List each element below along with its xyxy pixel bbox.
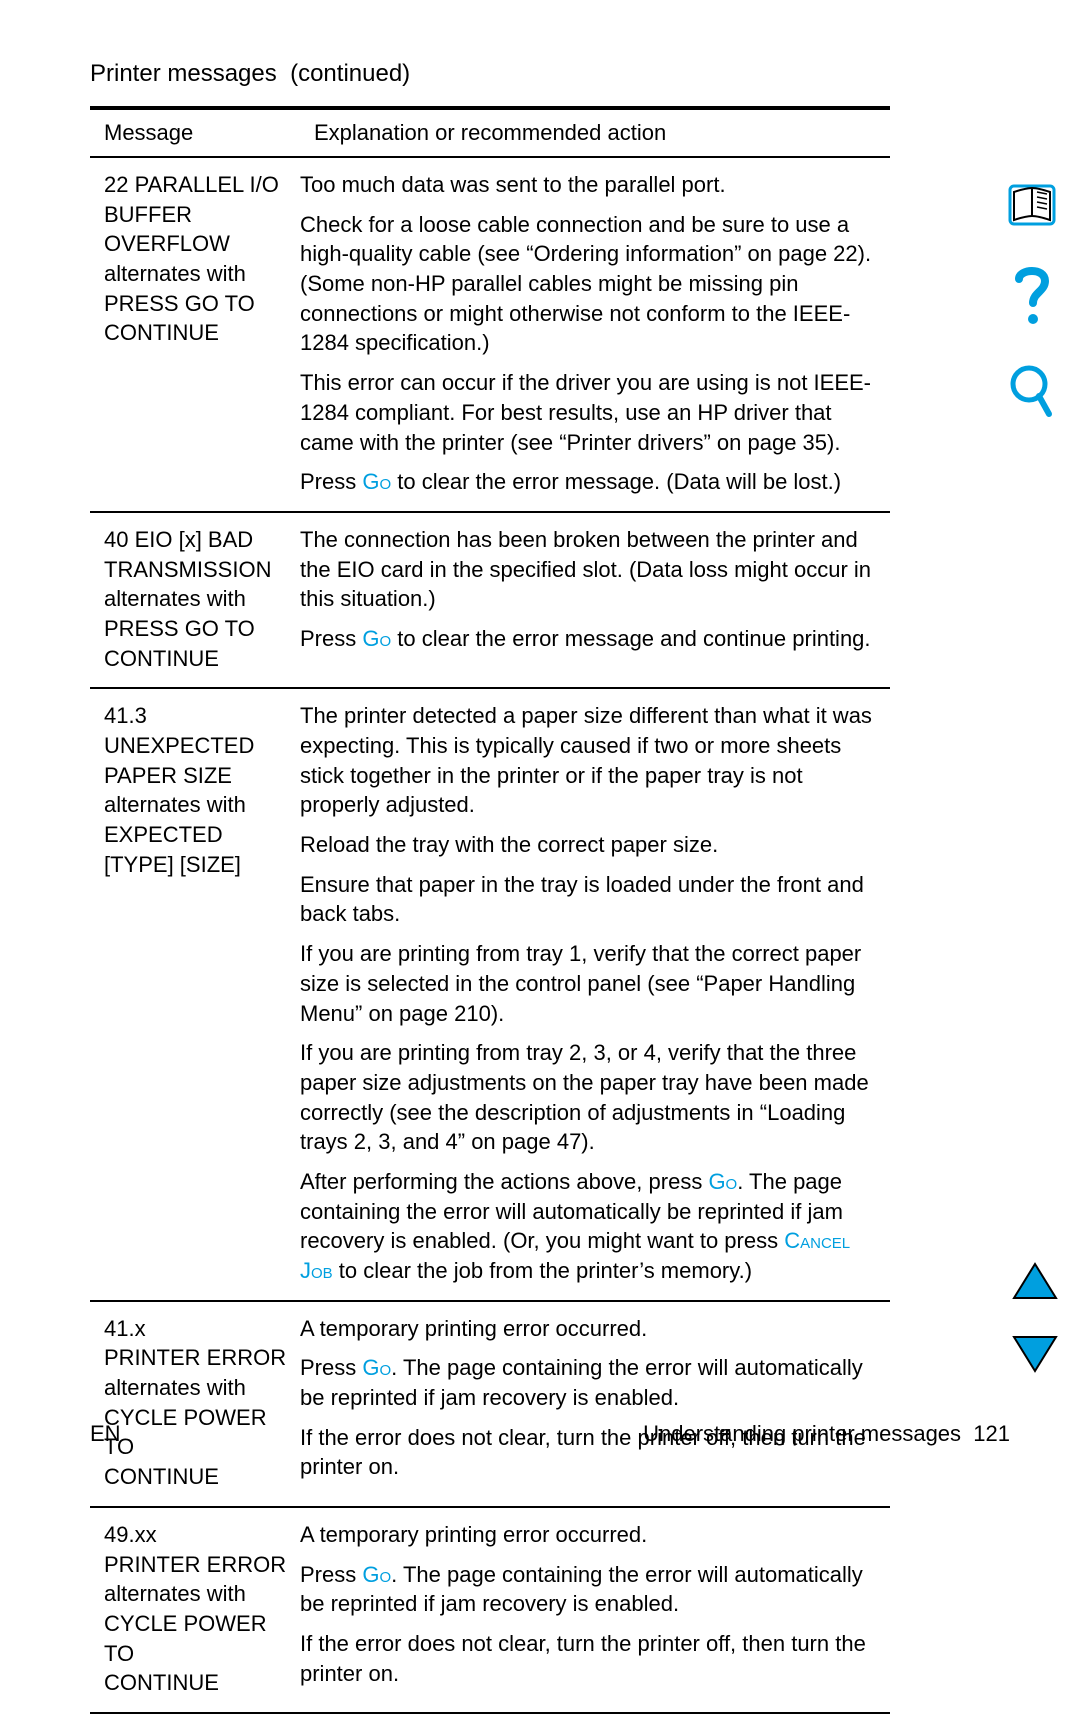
side-icons-top [1004, 180, 1060, 429]
message-line: alternates with [104, 259, 300, 289]
explanation-cell: The printer detected a paper size differ… [300, 688, 890, 1300]
message-line: EXPECTED [104, 820, 300, 850]
explanation-cell: The connection has been broken between t… [300, 512, 890, 688]
message-line: CONTINUE [104, 1462, 300, 1492]
table-row: 49.xxPRINTER ERRORalternates withCYCLE P… [90, 1507, 890, 1713]
message-line: PRESS GO TO [104, 289, 300, 319]
explanation-paragraph: Ensure that paper in the tray is loaded … [300, 870, 884, 929]
message-cell: 41.3 UNEXPECTEDPAPER SIZEalternates with… [90, 688, 300, 1300]
explanation-paragraph: A temporary printing error occurred. [300, 1314, 884, 1344]
message-line: 40 EIO [x] BAD [104, 525, 300, 555]
explanation-paragraph: Press Go to clear the error message and … [300, 624, 884, 654]
search-icon[interactable] [1007, 362, 1057, 429]
message-cell: 22 PARALLEL I/OBUFFER OVERFLOWalternates… [90, 157, 300, 512]
page-title: Printer messages (continued) [90, 60, 1010, 88]
message-line: alternates with [104, 1579, 300, 1609]
explanation-paragraph: The printer detected a paper size differ… [300, 701, 884, 820]
explanation-paragraph: If you are printing from tray 1, verify … [300, 939, 884, 1028]
message-line: CONTINUE [104, 644, 300, 674]
explanation-cell: Too much data was sent to the parallel p… [300, 157, 890, 512]
go-key: Go [362, 626, 391, 651]
footer-left: EN [90, 1421, 121, 1447]
message-cell: 40 EIO [x] BADTRANSMISSIONalternates wit… [90, 512, 300, 688]
message-line: 22 PARALLEL I/O [104, 170, 300, 200]
message-line: PRESS GO TO [104, 614, 300, 644]
explanation-paragraph: This error can occur if the driver you a… [300, 368, 884, 457]
page-footer: EN Understanding printer messages 121 [90, 1421, 1010, 1447]
message-cell: 41.xPRINTER ERRORalternates withCYCLE PO… [90, 1301, 300, 1507]
message-line: alternates with [104, 584, 300, 614]
help-icon[interactable] [1009, 263, 1055, 334]
explanation-paragraph: Too much data was sent to the parallel p… [300, 170, 884, 200]
explanation-paragraph: Press Go to clear the error message. (Da… [300, 467, 884, 497]
table-row: 22 PARALLEL I/OBUFFER OVERFLOWalternates… [90, 157, 890, 512]
header-explanation: Explanation or recommended action [300, 108, 890, 157]
header-message: Message [90, 108, 300, 157]
side-icons-bottom [1010, 1260, 1060, 1380]
message-line: CYCLE POWER TO [104, 1609, 300, 1668]
explanation-cell: A temporary printing error occurred. Pres… [300, 1507, 890, 1713]
explanation-paragraph: Check for a loose cable connection and b… [300, 210, 884, 358]
page-down-icon[interactable] [1010, 1333, 1060, 1380]
book-icon[interactable] [1004, 180, 1060, 235]
message-line: 49.xx [104, 1520, 300, 1550]
explanation-paragraph: A temporary printing error occurred. [300, 1520, 884, 1550]
message-line: alternates with [104, 790, 300, 820]
message-cell: 49.xxPRINTER ERRORalternates withCYCLE P… [90, 1507, 300, 1713]
message-line: CONTINUE [104, 1668, 300, 1698]
messages-table: Message Explanation or recommended actio… [90, 106, 890, 1714]
table-header-row: Message Explanation or recommended actio… [90, 108, 890, 157]
message-line: CONTINUE [104, 318, 300, 348]
go-key: Go [362, 1562, 391, 1587]
explanation-paragraph: If you are printing from tray 2, 3, or 4… [300, 1038, 884, 1157]
cancel-job-key: Cancel Job [300, 1228, 850, 1283]
go-key: Go [362, 469, 391, 494]
message-line: alternates with [104, 1373, 300, 1403]
explanation-paragraph: Press Go. The page containing the error … [300, 1560, 884, 1619]
explanation-paragraph: The connection has been broken between t… [300, 525, 884, 614]
message-line: BUFFER OVERFLOW [104, 200, 300, 259]
explanation-paragraph: Press Go. The page containing the error … [300, 1353, 884, 1412]
explanation-paragraph: If the error does not clear, turn the pr… [300, 1629, 884, 1688]
page-up-icon[interactable] [1010, 1260, 1060, 1307]
table-row: 40 EIO [x] BADTRANSMISSIONalternates wit… [90, 512, 890, 688]
message-line: PRINTER ERROR [104, 1343, 300, 1373]
title-suffix: (continued) [290, 60, 410, 87]
footer-right-text: Understanding printer messages [643, 1421, 961, 1446]
page: Printer messages (continued) Message Exp… [0, 0, 1080, 1495]
message-line: PAPER SIZE [104, 761, 300, 791]
table-row: 41.xPRINTER ERRORalternates withCYCLE PO… [90, 1301, 890, 1507]
message-line: 41.3 UNEXPECTED [104, 701, 300, 760]
message-line: 41.x [104, 1314, 300, 1344]
title-prefix: Printer messages [90, 60, 277, 87]
explanation-cell: A temporary printing error occurred. Pres… [300, 1301, 890, 1507]
footer-right: Understanding printer messages 121 [643, 1421, 1010, 1447]
message-line: TRANSMISSION [104, 555, 300, 585]
go-key: Go [362, 1355, 391, 1380]
message-line: [TYPE] [SIZE] [104, 850, 300, 880]
explanation-paragraph: Reload the tray with the correct paper s… [300, 830, 884, 860]
explanation-paragraph: After performing the actions above, pres… [300, 1167, 884, 1286]
go-key: Go [708, 1169, 737, 1194]
message-line: PRINTER ERROR [104, 1550, 300, 1580]
footer-page-number: 121 [973, 1421, 1010, 1446]
table-row: 41.3 UNEXPECTEDPAPER SIZEalternates with… [90, 688, 890, 1300]
